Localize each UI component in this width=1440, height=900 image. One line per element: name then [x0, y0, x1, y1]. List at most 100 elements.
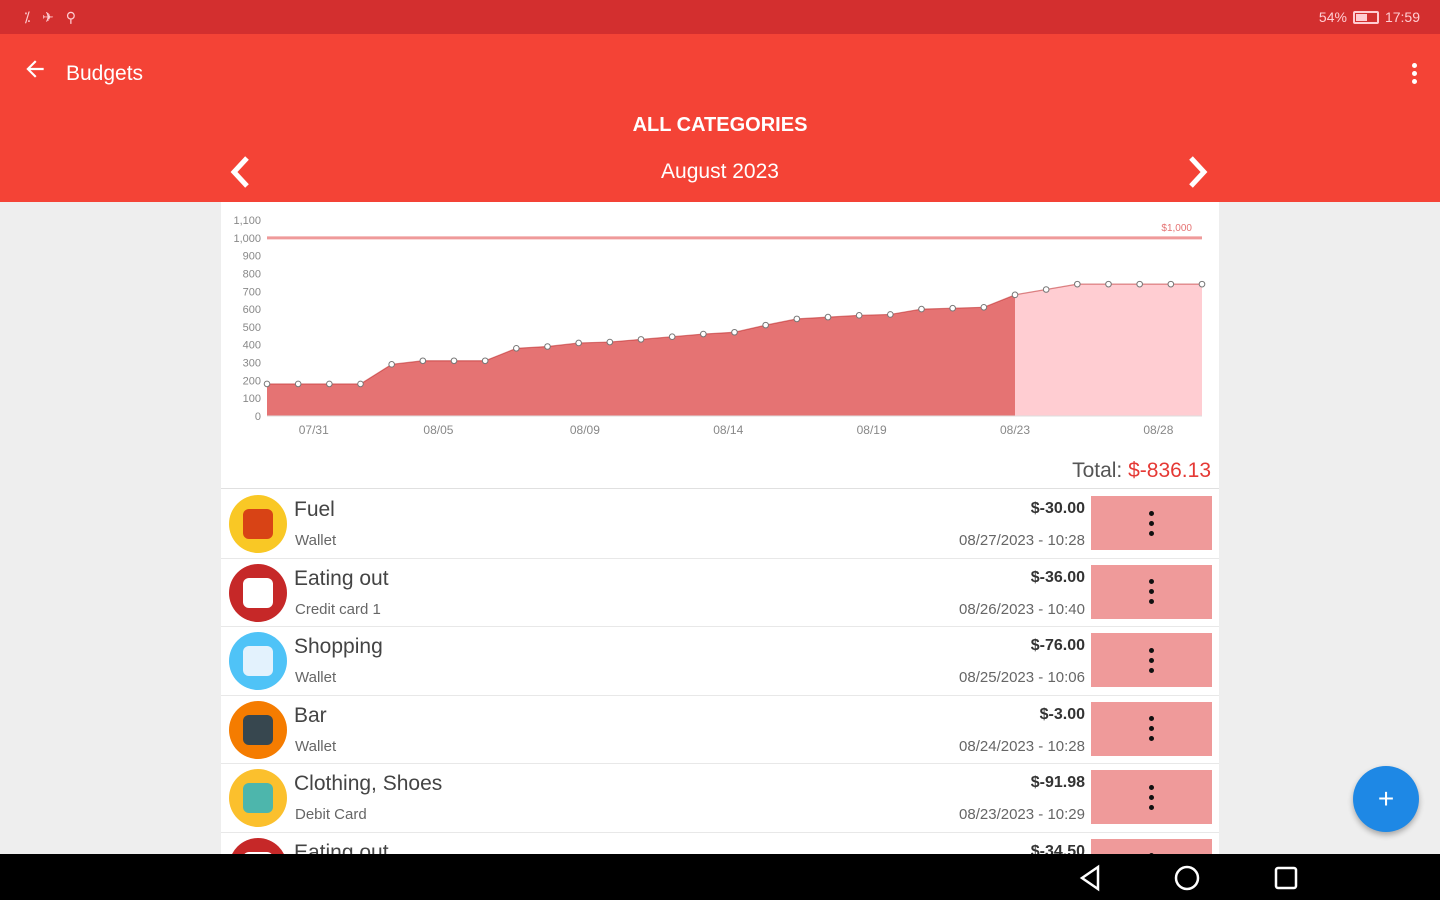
y-tick-label: 100: [243, 393, 261, 405]
y-tick-label: 0: [255, 411, 261, 423]
x-tick-label: 08/09: [570, 423, 600, 437]
dot: [1149, 794, 1154, 800]
status-icons: ⁒ ✈ ⚲: [24, 9, 81, 25]
overflow-menu-button[interactable]: [1402, 56, 1426, 90]
dot: [1149, 853, 1154, 854]
amount: $-76.00: [1030, 637, 1085, 654]
data-point: [949, 304, 956, 312]
eating-out-icon: [229, 563, 287, 622]
total-label: Total:: [1072, 459, 1129, 482]
category-name: Shopping: [294, 635, 383, 658]
icon-glyph: [243, 714, 273, 745]
chart-svg: 0 100 200 300 400 500 600 700 800 900 1,000 1,100 $1…: [233, 215, 1206, 437]
icon-glyph: [243, 509, 273, 539]
x-tick-label: 08/28: [1143, 423, 1173, 437]
data-point: [1136, 280, 1143, 288]
data-point: [513, 344, 520, 352]
account-name: Wallet: [295, 669, 337, 686]
transaction-row[interactable]: Fuel Wallet $-30.00 08/27/2023 - 10:28: [221, 490, 1219, 559]
data-point: [1074, 280, 1081, 288]
dot: [1149, 716, 1154, 721]
row-menu-button[interactable]: [1091, 770, 1212, 824]
row-menu-button[interactable]: [1091, 496, 1212, 550]
icon-glyph: [243, 577, 273, 608]
date-time: 08/23/2023 - 10:29: [959, 806, 1085, 823]
row-menu-button[interactable]: [1091, 701, 1212, 756]
data-point: [762, 321, 769, 329]
data-point: [1198, 280, 1206, 288]
battery-percent: 54%: [1318, 9, 1347, 25]
category-name: Fuel: [294, 498, 335, 521]
dot: [1149, 599, 1154, 604]
category-title: ALL CATEGORIES: [632, 114, 808, 136]
data-point: [388, 361, 395, 368]
nav-recents-button[interactable]: [1270, 862, 1302, 894]
app-title: Budgets: [66, 62, 144, 85]
icon-glyph: [243, 851, 273, 854]
y-tick-label: 1,100: [233, 215, 261, 227]
dot: [1411, 78, 1417, 84]
back-button[interactable]: [18, 56, 52, 90]
category-name: Eating out: [294, 566, 389, 590]
data-point: [419, 357, 427, 365]
eating-out-icon: [229, 837, 287, 854]
y-tick-label: 400: [243, 340, 261, 352]
data-point: [1167, 280, 1175, 288]
icon-glyph: [243, 646, 273, 676]
actual-area: [267, 294, 1015, 416]
battery-icon: [1352, 10, 1379, 24]
add-transaction-button[interactable]: +: [1353, 766, 1419, 832]
data-point: [294, 380, 302, 388]
amount: $-36.00: [1030, 568, 1085, 586]
account-name: Wallet: [295, 737, 337, 755]
transaction-row[interactable]: Shopping Wallet $-76.00 08/25/2023 - 10:06: [221, 627, 1219, 696]
dot: [1149, 736, 1154, 741]
x-tick-label: 08/14: [713, 423, 743, 437]
divider: [221, 488, 1219, 489]
data-point: [1105, 280, 1112, 288]
data-point: [918, 305, 925, 313]
data-point: [326, 380, 333, 388]
dot: [1149, 657, 1154, 663]
nav-back-button[interactable]: [1074, 862, 1106, 894]
coffee-cup-icon: [229, 700, 287, 759]
total-amount: $-836.13: [1128, 459, 1211, 482]
transaction-row[interactable]: Eating out $-34.50: [221, 833, 1219, 855]
row-menu-button[interactable]: [1091, 633, 1212, 687]
data-point: [575, 339, 582, 347]
clothing-icon: [229, 769, 287, 827]
budget-content: 0 100 200 300 400 500 600 700 800 900 1,000 1,100 $1…: [221, 202, 1219, 854]
row-menu-button[interactable]: [1091, 564, 1212, 619]
circle-home-icon: [1174, 865, 1200, 891]
shopping-cart-icon: [229, 632, 287, 690]
square-recents-icon: [1274, 866, 1298, 890]
budget-chart: 0 100 200 300 400 500 600 700 800 900 1,000 1,100 $1…: [221, 202, 1219, 452]
dot: [1149, 589, 1154, 594]
transaction-row[interactable]: Clothing, Shoes Debit Card $-91.98 08/23/20…: [221, 764, 1219, 833]
budget-label: $1,000: [1161, 223, 1192, 234]
dot: [1149, 784, 1154, 790]
data-point: [450, 357, 458, 365]
category-name: Eating out: [294, 840, 389, 855]
previous-period-button[interactable]: [220, 152, 260, 192]
clock: 17:59: [1384, 9, 1420, 25]
nav-home-button[interactable]: [1171, 862, 1203, 894]
data-point: [544, 343, 551, 350]
app-bar: Budgets ALL CATEGORIES August 2023: [0, 34, 1440, 202]
y-tick-label: 900: [243, 251, 261, 263]
icon-glyph: [243, 783, 273, 813]
data-point: [357, 380, 364, 388]
row-menu-button[interactable]: [1091, 838, 1212, 854]
data-point: [793, 315, 801, 323]
data-point: [824, 313, 832, 321]
next-period-button[interactable]: [1178, 152, 1218, 192]
status-bar: ⁒ ✈ ⚲ 54% 17:59: [0, 0, 1440, 34]
transaction-row[interactable]: Eating out Credit card 1 $-36.00 08/26/2023…: [221, 559, 1219, 627]
projection-area: [1015, 284, 1202, 416]
account-name: Debit Card: [295, 806, 367, 823]
data-point: [1042, 286, 1050, 293]
transaction-row[interactable]: Bar Wallet $-3.00 08/24/2023 - 10:28: [221, 696, 1219, 764]
data-point: [855, 312, 863, 319]
system-nav-bar: [0, 854, 1440, 900]
x-tick-label: 08/05: [423, 423, 453, 437]
